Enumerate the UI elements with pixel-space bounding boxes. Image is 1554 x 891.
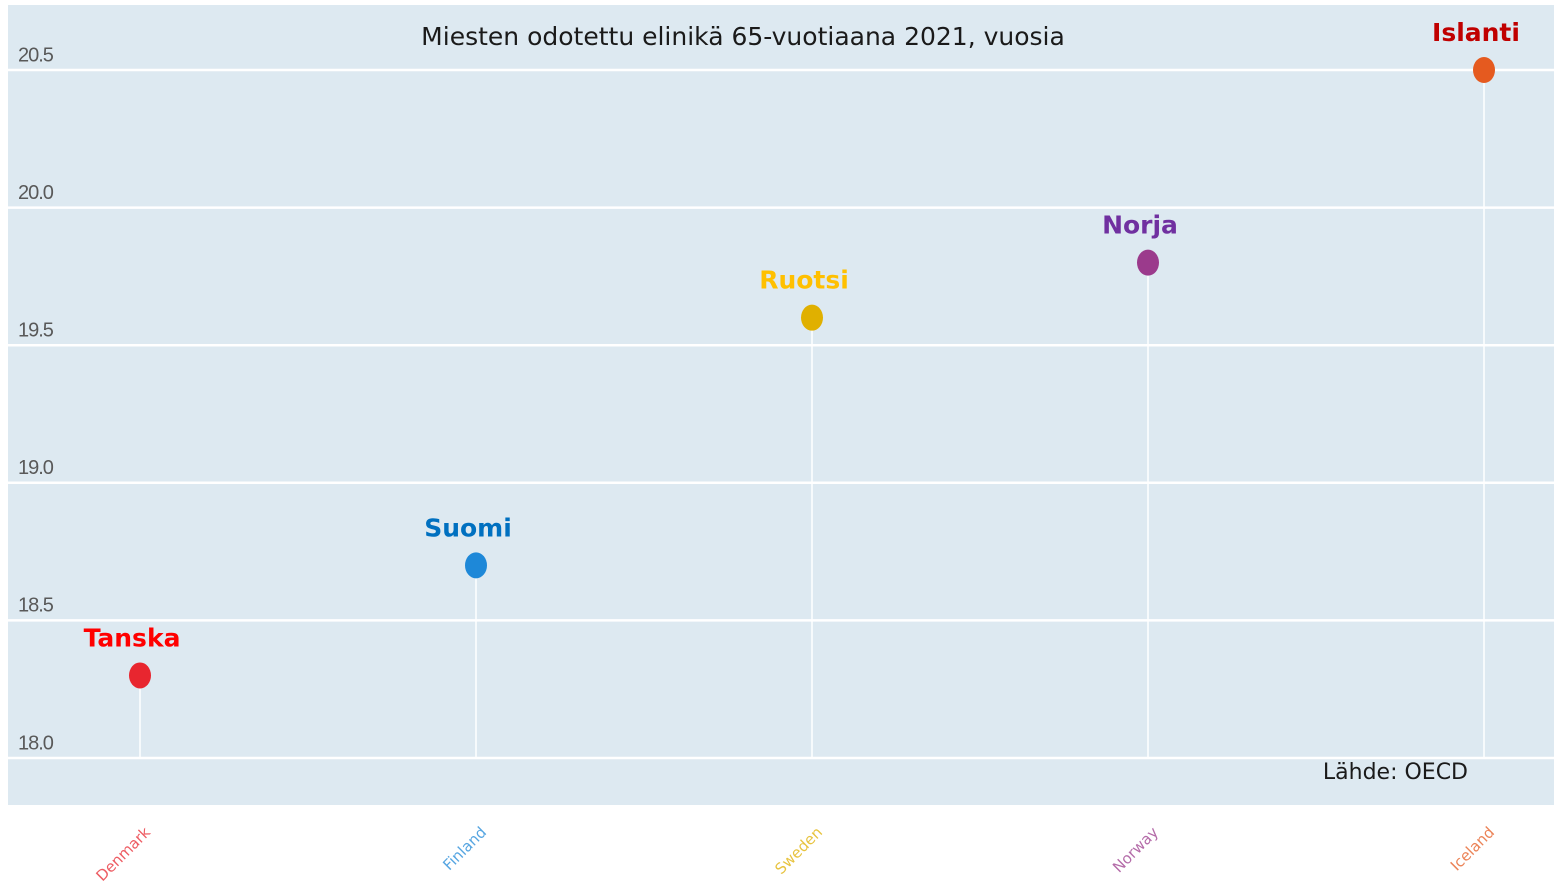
point-label: Suomi: [424, 513, 512, 542]
x-tick-label: Norway: [1109, 823, 1162, 876]
y-tick-label: 19.0: [18, 457, 54, 479]
marker: [1473, 57, 1495, 83]
y-tick-label: 19.5: [18, 319, 54, 341]
marker: [1137, 249, 1159, 276]
x-tick-label: Sweden: [771, 823, 826, 878]
x-tick-label: Finland: [439, 823, 490, 874]
source: Lähde: OECD: [1323, 760, 1468, 785]
marker: [129, 662, 151, 689]
y-tick-label: 18.0: [18, 732, 54, 754]
chart-title: Miesten odotettu elinikä 65-vuotiaana 20…: [421, 22, 1065, 51]
point-label: Norja: [1102, 211, 1178, 240]
point-label: Ruotsi: [759, 266, 849, 295]
point-label: Tanska: [84, 623, 181, 652]
marker: [801, 304, 823, 331]
x-tick-label: Iceland: [1447, 823, 1498, 874]
y-tick-label: 20.0: [18, 182, 54, 204]
y-tick-label: 20.5: [18, 44, 54, 66]
point-label: Islanti: [1432, 18, 1520, 47]
x-tick-label: Denmark: [93, 823, 155, 885]
marker: [465, 552, 487, 579]
plot-background: [8, 5, 1554, 805]
y-tick-label: 18.5: [18, 595, 54, 617]
